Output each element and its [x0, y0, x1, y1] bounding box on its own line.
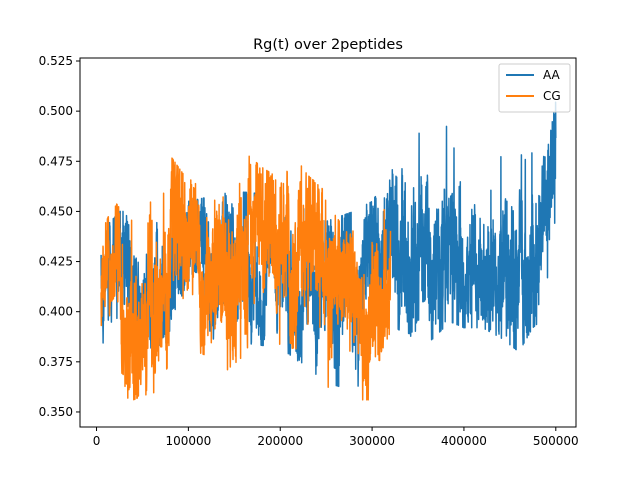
x-tick-label: 400000 — [441, 434, 487, 448]
x-tick-label: 0 — [93, 434, 101, 448]
y-tick-label: 0.375 — [39, 355, 73, 369]
y-tick-label: 0.425 — [39, 255, 73, 269]
x-tick-label: 500000 — [533, 434, 579, 448]
y-axis: 0.350 0.375 0.400 0.425 0.450 0.475 0.500 0.525 — [39, 54, 80, 419]
y-tick-label: 0.450 — [39, 204, 73, 218]
y-tick-label: 0.475 — [39, 154, 73, 168]
legend-label-cg: CG — [543, 89, 561, 103]
legend-label-aa: AA — [543, 68, 561, 82]
y-tick-label: 0.350 — [39, 405, 73, 419]
x-axis: 0 100000 200000 300000 400000 500000 — [93, 427, 579, 448]
x-tick-label: 200000 — [257, 434, 303, 448]
y-tick-label: 0.400 — [39, 305, 73, 319]
series-line-cg — [100, 155, 392, 401]
chart-title: Rg(t) over 2peptides — [253, 37, 403, 53]
y-tick-label: 0.500 — [39, 104, 73, 118]
y-tick-label: 0.525 — [39, 54, 73, 68]
legend: AA CG — [498, 63, 571, 113]
x-tick-label: 300000 — [349, 434, 395, 448]
plot-frame — [79, 57, 577, 428]
x-tick-label: 100000 — [165, 434, 211, 448]
